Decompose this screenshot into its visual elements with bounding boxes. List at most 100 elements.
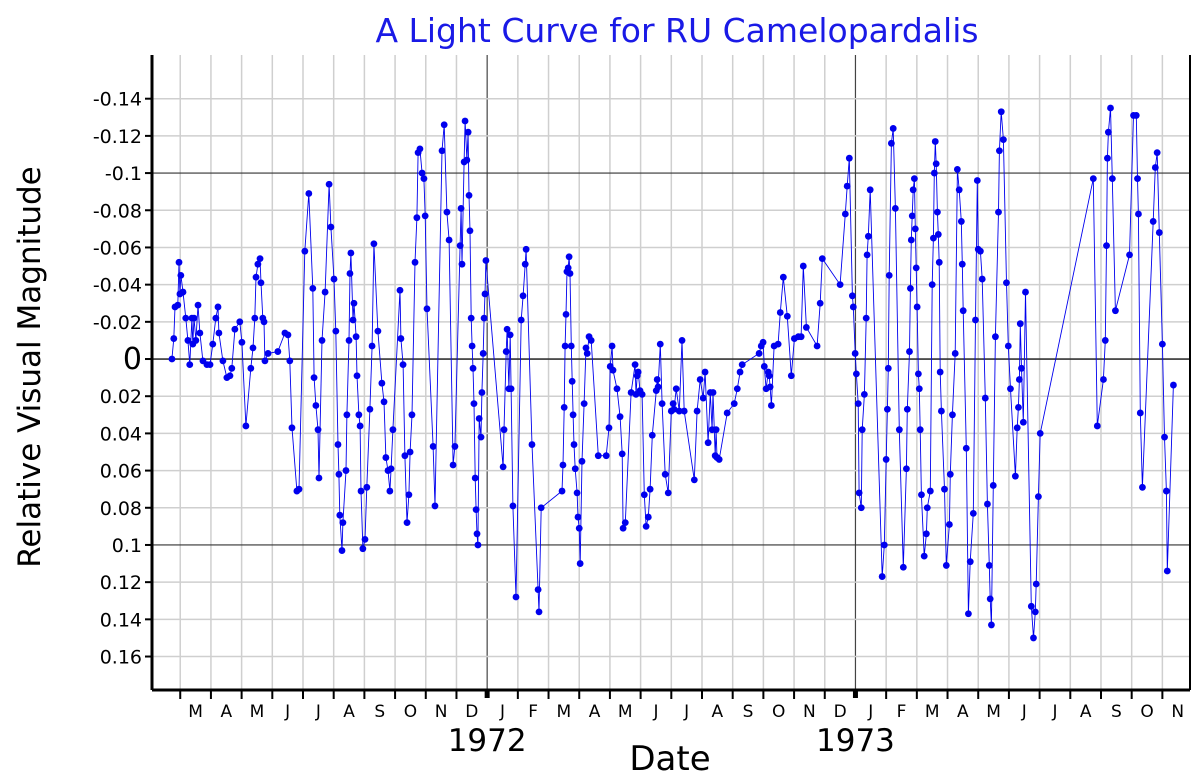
data-point (891, 205, 899, 212)
data-point (336, 511, 344, 519)
data-point (930, 234, 937, 242)
data-point (760, 363, 768, 370)
data-point (345, 337, 353, 344)
month-label: M (986, 702, 1001, 722)
data-point (570, 441, 578, 448)
data-point (315, 474, 323, 482)
data-point (332, 327, 340, 335)
data-point (934, 231, 942, 238)
data-point (416, 145, 424, 153)
data-point (309, 284, 317, 292)
data-point (566, 270, 574, 277)
data-point (349, 316, 357, 324)
data-point (605, 424, 613, 432)
data-point (852, 370, 860, 378)
data-point (228, 364, 236, 372)
data-point (366, 405, 374, 413)
data-point (1151, 164, 1159, 171)
data-point (575, 524, 583, 532)
data-point (254, 260, 262, 268)
data-point (458, 260, 466, 268)
data-point (334, 441, 342, 448)
y-axis-label: Relative Visual Magnitude (12, 166, 48, 568)
data-point (889, 125, 897, 132)
data-point (931, 138, 939, 145)
data-point (418, 169, 426, 177)
data-point (587, 337, 595, 344)
data-point (907, 236, 915, 244)
data-point (252, 273, 260, 281)
data-point (915, 385, 923, 393)
data-point (236, 318, 244, 326)
data-point (314, 426, 322, 434)
data-point (256, 255, 264, 263)
data-point (654, 383, 662, 391)
data-point (678, 337, 686, 344)
data-point (989, 482, 997, 489)
data-point (715, 456, 723, 463)
data-point (374, 327, 382, 335)
data-point (284, 331, 292, 339)
month-label: A (712, 702, 724, 722)
data-point (327, 223, 335, 231)
y-tick-label: -0.02 (93, 312, 142, 334)
data-point (736, 368, 744, 376)
month-label: S (1111, 702, 1122, 722)
data-point (1003, 279, 1010, 287)
data-point (972, 316, 979, 324)
data-point (535, 608, 543, 616)
data-point (997, 108, 1005, 116)
y-tick-label: -0.1 (105, 163, 142, 185)
data-point (672, 385, 680, 393)
data-point (318, 337, 326, 344)
y-tick-label: 0.02 (100, 386, 142, 408)
data-point (664, 489, 672, 497)
data-point (429, 443, 437, 450)
data-point (857, 504, 865, 512)
data-point (709, 389, 717, 396)
data-point (168, 355, 176, 363)
data-point (1013, 424, 1021, 432)
data-point (942, 562, 950, 569)
data-point (992, 333, 999, 341)
data-point (574, 513, 582, 521)
data-point (1108, 175, 1116, 183)
data-point (209, 340, 217, 348)
data-point (1031, 608, 1039, 616)
data-point (616, 413, 624, 421)
data-point (884, 364, 892, 372)
data-point (866, 186, 874, 194)
data-point (461, 117, 469, 125)
data-point (449, 461, 457, 469)
data-point (935, 258, 943, 266)
data-point (355, 411, 363, 419)
data-point (978, 275, 986, 283)
data-point (988, 621, 995, 629)
data-point (910, 175, 918, 183)
data-point (797, 333, 805, 341)
data-point (1093, 422, 1101, 430)
data-point (1139, 483, 1146, 491)
data-point (467, 314, 475, 322)
data-point (883, 405, 891, 413)
data-point (403, 519, 411, 527)
data-point (512, 593, 520, 601)
data-point (440, 121, 448, 129)
y-tick-label: -0.14 (93, 89, 142, 111)
data-point (594, 452, 602, 460)
data-point (507, 385, 515, 393)
data-point (238, 338, 246, 346)
data-point (479, 350, 487, 357)
data-point (408, 411, 416, 419)
data-point (962, 444, 970, 452)
data-point (288, 424, 296, 432)
data-point (658, 400, 666, 408)
data-point (469, 364, 477, 372)
data-point (473, 530, 481, 538)
data-point (206, 361, 214, 368)
data-point (177, 271, 185, 279)
data-point (212, 314, 220, 322)
data-point (934, 208, 941, 216)
data-point (339, 519, 347, 527)
